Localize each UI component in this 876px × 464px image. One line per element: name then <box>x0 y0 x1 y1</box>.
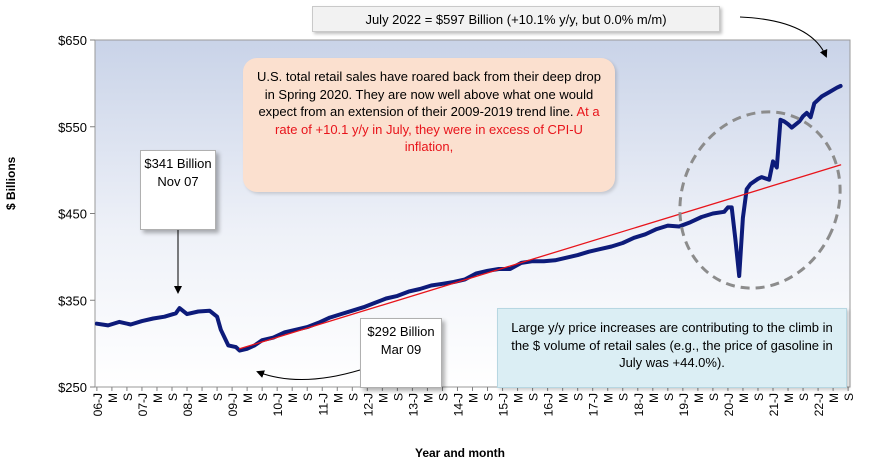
x-tick-label: M <box>737 393 751 403</box>
x-tick-label: M <box>196 393 210 403</box>
highlight-ellipse <box>678 110 842 290</box>
x-tick-label: S <box>436 393 450 401</box>
top-callout-arrow <box>739 16 828 58</box>
x-tick-label: M <box>692 393 706 403</box>
x-axis-title: Year and month <box>414 446 506 460</box>
x-tick-label: 07-J <box>136 393 150 416</box>
y-tick-label: $650 <box>58 33 87 48</box>
x-tick-label: M <box>376 393 390 403</box>
x-tick-label: M <box>241 393 255 403</box>
x-tick-label: 10-J <box>271 393 285 416</box>
y-axis-title: $ Billions <box>4 156 18 210</box>
x-tick-label: S <box>707 393 721 401</box>
retail-sales-line <box>94 84 843 353</box>
x-tick-label: S <box>346 393 360 401</box>
recovery-callout: U.S. total retail sales have roared back… <box>243 58 615 192</box>
x-tick-label: 13-J <box>406 393 420 416</box>
nov07-callout-text: $341 Billion Nov 07 <box>144 156 212 190</box>
y-tick-label: $550 <box>58 120 87 135</box>
july-2022-callout: July 2022 = $597 Billion (+10.1% y/y, bu… <box>312 6 720 32</box>
x-tick-label: 12-J <box>361 393 375 416</box>
x-tick-label: S <box>797 393 811 401</box>
x-tick-label: S <box>301 393 315 401</box>
x-tick-label: M <box>602 393 616 403</box>
y-tick-label: $350 <box>58 293 87 308</box>
x-tick-label: M <box>782 393 796 403</box>
mar09-callout: $292 Billion Mar 09 <box>360 318 442 388</box>
series-lines <box>94 84 843 353</box>
x-tick-label: M <box>331 393 345 403</box>
trend-line <box>238 164 842 350</box>
x-tick-label: M <box>647 393 661 403</box>
x-tick-label: S <box>482 393 496 401</box>
x-tick-label: M <box>827 393 841 403</box>
x-tick-label: 06-J <box>91 393 105 416</box>
x-tick-label: 17-J <box>587 393 601 416</box>
x-tick-label: 08-J <box>181 393 195 416</box>
x-tick-label: S <box>166 393 180 401</box>
x-tick-label: M <box>421 393 435 403</box>
x-tick-label: M <box>106 393 120 403</box>
mar09-arrow <box>256 369 361 381</box>
mar09-callout-text: $292 Billion Mar 09 <box>367 324 435 358</box>
x-tick-label: S <box>256 393 270 401</box>
x-tick-label: 09-J <box>226 393 240 416</box>
x-tick-label: M <box>467 393 481 403</box>
recovery-callout-red-text: At a rate of +10.1 y/y in July, they wer… <box>275 104 600 155</box>
x-tick-label: M <box>151 393 165 403</box>
x-tick-label: 18-J <box>632 393 646 416</box>
price-increase-callout: Large y/y price increases are contributi… <box>497 308 847 388</box>
x-tick-label: 21-J <box>767 393 781 416</box>
x-tick-label: 22-J <box>812 393 826 416</box>
x-tick-label: S <box>391 393 405 401</box>
x-tick-label: 20-J <box>722 393 736 416</box>
x-tick-label: M <box>512 393 526 403</box>
x-tick-label: 14-J <box>451 393 465 416</box>
recovery-callout-text: U.S. total retail sales have roared back… <box>257 69 601 120</box>
y-axis: $250 $350 $450 $550 $650 <box>58 33 95 395</box>
x-tick-label: S <box>527 393 541 401</box>
x-tick-label: S <box>121 393 135 401</box>
x-tick-label: 16-J <box>542 393 556 416</box>
x-tick-label: S <box>617 393 631 401</box>
y-tick-label: $250 <box>58 380 87 395</box>
x-axis: 06-J M S 07-J M S 08-J M S 09-J M S 10-J M S 11-J M S 12-J… <box>91 387 856 416</box>
x-tick-label: S <box>842 393 856 401</box>
x-tick-label: S <box>662 393 676 401</box>
x-tick-label: 11-J <box>316 393 330 415</box>
x-tick-label: S <box>211 393 225 401</box>
july-2022-callout-text: July 2022 = $597 Billion (+10.1% y/y, bu… <box>365 12 667 27</box>
x-tick-label: S <box>572 393 586 401</box>
y-tick-label: $450 <box>58 207 87 222</box>
x-tick-label: M <box>286 393 300 403</box>
price-increase-callout-text: Large y/y price increases are contributi… <box>511 320 833 371</box>
nov07-callout: $341 Billion Nov 07 <box>140 150 216 230</box>
x-tick-label: M <box>557 393 571 403</box>
x-tick-label: S <box>752 393 766 401</box>
x-tick-label: 15-J <box>497 393 511 416</box>
x-tick-label: 19-J <box>677 393 691 416</box>
